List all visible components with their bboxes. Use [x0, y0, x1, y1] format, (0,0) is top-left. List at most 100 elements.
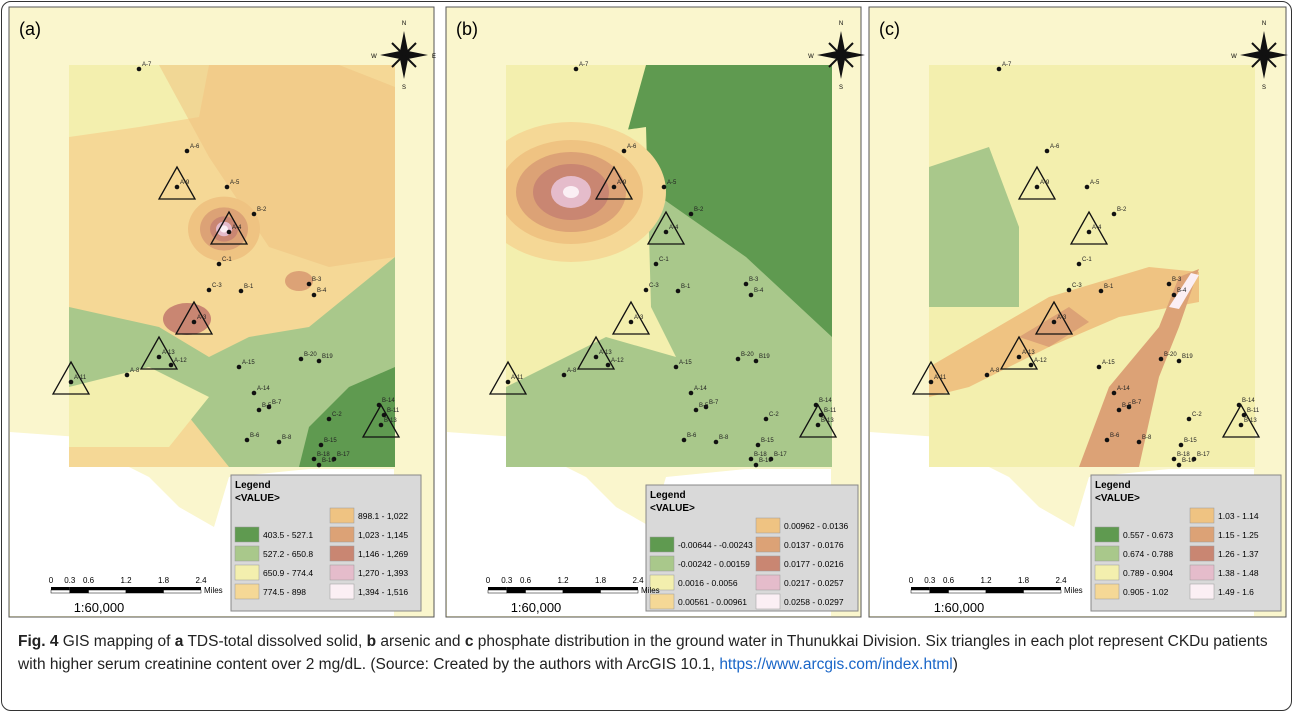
site-label: A-6 — [190, 144, 200, 150]
legend-swatch — [650, 537, 674, 552]
site-label: B-4 — [1177, 288, 1187, 294]
legend-swatch — [235, 546, 259, 561]
site-label: B-7 — [709, 400, 719, 406]
site-label: C-1 — [1082, 257, 1092, 263]
site-label: B-16 — [322, 458, 335, 464]
legend-label: 1.26 - 1.37 — [1218, 549, 1259, 559]
site-label: B-17 — [337, 452, 350, 458]
site-label: B-1 — [244, 284, 254, 290]
site-dot — [1035, 185, 1040, 190]
site-label: A-9 — [180, 180, 190, 186]
legend-swatch — [1095, 527, 1119, 542]
site-dot — [227, 230, 232, 235]
site-dot — [175, 185, 180, 190]
compass-letter: W — [1231, 54, 1237, 60]
site-label: A-14 — [257, 386, 270, 392]
site-label: B-3 — [312, 277, 322, 283]
scale-ratio: 1:60,000 — [934, 600, 985, 615]
legend-swatch — [1095, 546, 1119, 561]
legend-swatch — [756, 556, 780, 571]
scale-tick: 1.8 — [1018, 576, 1030, 585]
site-label: C-2 — [332, 412, 342, 418]
site-label: A-14 — [694, 386, 707, 392]
site-dot — [1112, 212, 1117, 217]
scale-seg — [986, 587, 1024, 590]
compass-letter: S — [402, 85, 406, 91]
scale-tick: 0.3 — [64, 576, 76, 585]
site-dot — [217, 262, 222, 267]
scale-unit: Miles — [204, 586, 223, 595]
site-label: B-6 — [250, 433, 260, 439]
scale-tick: 1.2 — [557, 576, 569, 585]
scale-tick: 0 — [909, 576, 914, 585]
scale-tick: 0.3 — [924, 576, 936, 585]
site-dot — [257, 408, 262, 413]
site-dot — [1179, 443, 1184, 448]
site-dot — [612, 185, 617, 190]
site-label: B-7 — [1132, 400, 1142, 406]
site-dot — [1159, 357, 1164, 362]
compass-letter: E — [432, 54, 436, 60]
scale-tick: 0.3 — [501, 576, 513, 585]
site-dot — [1085, 185, 1090, 190]
site-dot — [1087, 230, 1092, 235]
site-dot — [225, 185, 230, 190]
scale-tick: 0.6 — [943, 576, 955, 585]
site-dot — [1172, 457, 1177, 462]
legend-label: 0.00962 - 0.0136 — [784, 521, 849, 531]
site-label: B-5 — [262, 403, 272, 409]
site-label: B-2 — [257, 207, 267, 213]
site-label: A-12 — [174, 358, 187, 364]
site-dot — [654, 262, 659, 267]
site-dot — [644, 288, 649, 293]
site-label: B-20 — [1164, 352, 1177, 358]
site-dot — [744, 282, 749, 287]
legend-label: 0.0016 - 0.0056 — [678, 578, 738, 588]
site-dot — [1167, 282, 1172, 287]
scale-seg — [930, 590, 949, 593]
site-label: C-2 — [1192, 412, 1202, 418]
site-dot — [1137, 440, 1142, 445]
legend-label: 1.38 - 1.48 — [1218, 568, 1259, 578]
legend-label: 774.5 - 898 — [263, 587, 306, 597]
site-dot — [689, 391, 694, 396]
site-dot — [1112, 391, 1117, 396]
legend-title: Legend — [1095, 480, 1131, 491]
compass-letter: S — [1262, 85, 1266, 91]
site-label: B-15 — [761, 438, 774, 444]
caption-text: b — [367, 633, 376, 650]
scale-seg — [563, 587, 601, 590]
site-label: B-8 — [1142, 435, 1152, 441]
site-dot — [1172, 293, 1177, 298]
site-dot — [997, 67, 1002, 72]
caption: Fig. 4 GIS mapping of a TDS-total dissol… — [18, 630, 1280, 676]
site-label: A-7 — [1002, 62, 1012, 68]
site-label: B-2 — [1117, 207, 1127, 213]
site-label: A-11 — [934, 375, 947, 381]
site-dot — [1052, 320, 1057, 325]
site-dot — [245, 438, 250, 443]
legend-label: -0.00644 - -0.00243 — [678, 540, 753, 550]
legend-swatch — [1190, 508, 1214, 523]
caption-text: ) — [953, 656, 958, 673]
legend-label: 1,146 - 1,269 — [358, 549, 408, 559]
site-dot — [1097, 365, 1102, 370]
site-label: A-9 — [1040, 180, 1050, 186]
legend-label: 1,023 - 1,145 — [358, 530, 408, 540]
site-label: A-8 — [130, 368, 140, 374]
site-dot — [754, 359, 759, 364]
site-dot — [662, 185, 667, 190]
legend-swatch — [756, 575, 780, 590]
legend-label: -0.00242 - 0.00159 — [678, 559, 750, 569]
site-label: A-13 — [599, 350, 612, 356]
legend-swatch — [1190, 565, 1214, 580]
site-label: B-11 — [387, 408, 400, 414]
caption-link[interactable]: https://www.arcgis.com/index.html — [719, 656, 952, 673]
scale-seg — [51, 590, 70, 593]
scale-seg — [70, 587, 89, 590]
caption-text: TDS-total dissolved solid, — [183, 633, 366, 650]
site-dot — [749, 457, 754, 462]
site-label: B19 — [1182, 354, 1193, 360]
site-dot — [816, 423, 821, 428]
